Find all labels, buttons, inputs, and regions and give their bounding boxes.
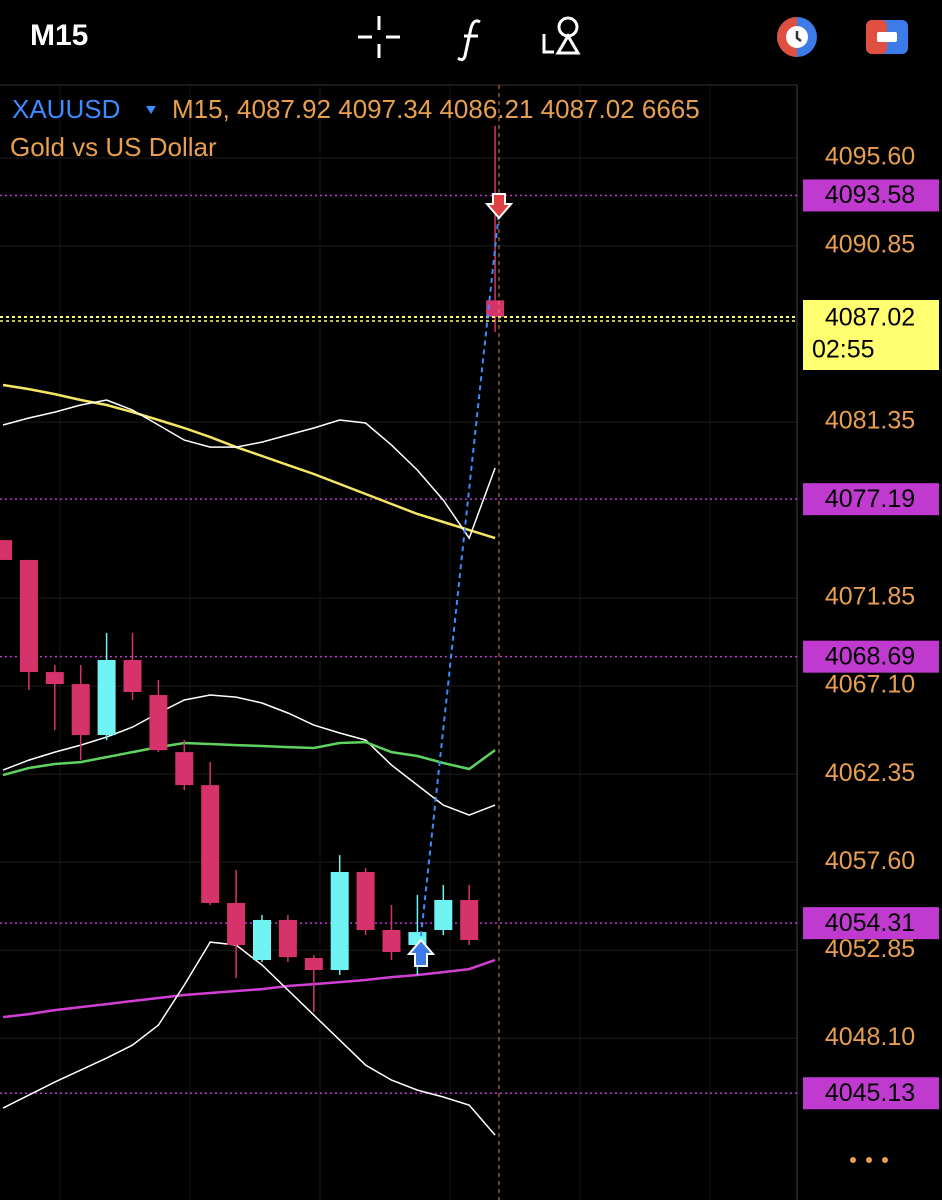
candle-body (460, 899, 479, 941)
sell-arrow (484, 193, 514, 220)
candle-body (253, 919, 271, 961)
description: Gold vs US Dollar (10, 132, 217, 162)
candle-body (227, 902, 246, 946)
candle-body (382, 930, 401, 953)
candle-body (71, 684, 90, 736)
candle-body (0, 540, 12, 560)
level-label-box (803, 640, 939, 673)
candle-body (434, 899, 453, 931)
y-tick-label: 4071.85 (825, 583, 915, 611)
level-label: 4045.13 (825, 1079, 915, 1107)
last-price-label: 4087.02 (825, 304, 915, 332)
ohlc-info: M15, 4087.92 4097.34 4086.21 4087.02 666… (172, 94, 700, 124)
level-label: 4068.69 (825, 642, 915, 670)
candle-body (356, 872, 375, 931)
plot (0, 85, 797, 1200)
level-label: 4093.58 (825, 181, 915, 209)
indicator-line (2, 383, 496, 540)
indicator-line (2, 740, 496, 777)
y-tick-label: 4062.35 (825, 759, 915, 787)
last-price-box (803, 300, 939, 371)
candle-body (486, 300, 505, 318)
level-label: 4054.31 (825, 909, 915, 937)
timeframe-button[interactable]: M15 (30, 19, 88, 52)
level-label: 4077.19 (825, 485, 915, 513)
candle-body (149, 695, 168, 751)
level-label-box (803, 179, 939, 212)
candle-body (278, 919, 297, 958)
y-tick-label: 4095.60 (825, 143, 915, 171)
crosshair-icon[interactable] (358, 16, 400, 58)
y-tick-label: 4048.10 (825, 1023, 915, 1051)
trade-connector (419, 211, 500, 946)
level-label-box (803, 1077, 939, 1110)
y-tick-label: 4067.10 (825, 671, 915, 699)
trade-icon[interactable] (866, 20, 908, 54)
candle-body (97, 660, 116, 736)
level-label-box (803, 483, 939, 516)
candle-body (123, 660, 142, 693)
level-label-box (803, 907, 939, 940)
more-menu[interactable] (850, 1157, 888, 1163)
candle-body (304, 957, 323, 971)
y-tick-label: 4090.85 (825, 231, 915, 259)
symbol-dropdown[interactable] (146, 106, 156, 114)
candle-body (175, 752, 194, 786)
overlay (406, 85, 514, 1200)
symbol[interactable]: XAUUSD (12, 94, 120, 124)
y-tick-label: 4052.85 (825, 935, 915, 963)
countdown-label: 02:55 (812, 336, 875, 364)
indicator-line (2, 941, 496, 1136)
indicator-line (2, 399, 496, 540)
buy-arrow (406, 938, 436, 967)
indicator-line (2, 958, 496, 1019)
candle-body (201, 785, 220, 903)
y-tick-label: 4081.35 (825, 407, 915, 435)
candle-body (330, 872, 349, 971)
indicator-icon[interactable] (457, 19, 481, 62)
candle-body (19, 559, 38, 673)
candle-body (45, 672, 64, 685)
y-tick-label: 4057.60 (825, 847, 915, 875)
indicator-line (2, 694, 496, 816)
objects-icon[interactable] (542, 16, 581, 55)
account-icon[interactable] (777, 17, 817, 57)
